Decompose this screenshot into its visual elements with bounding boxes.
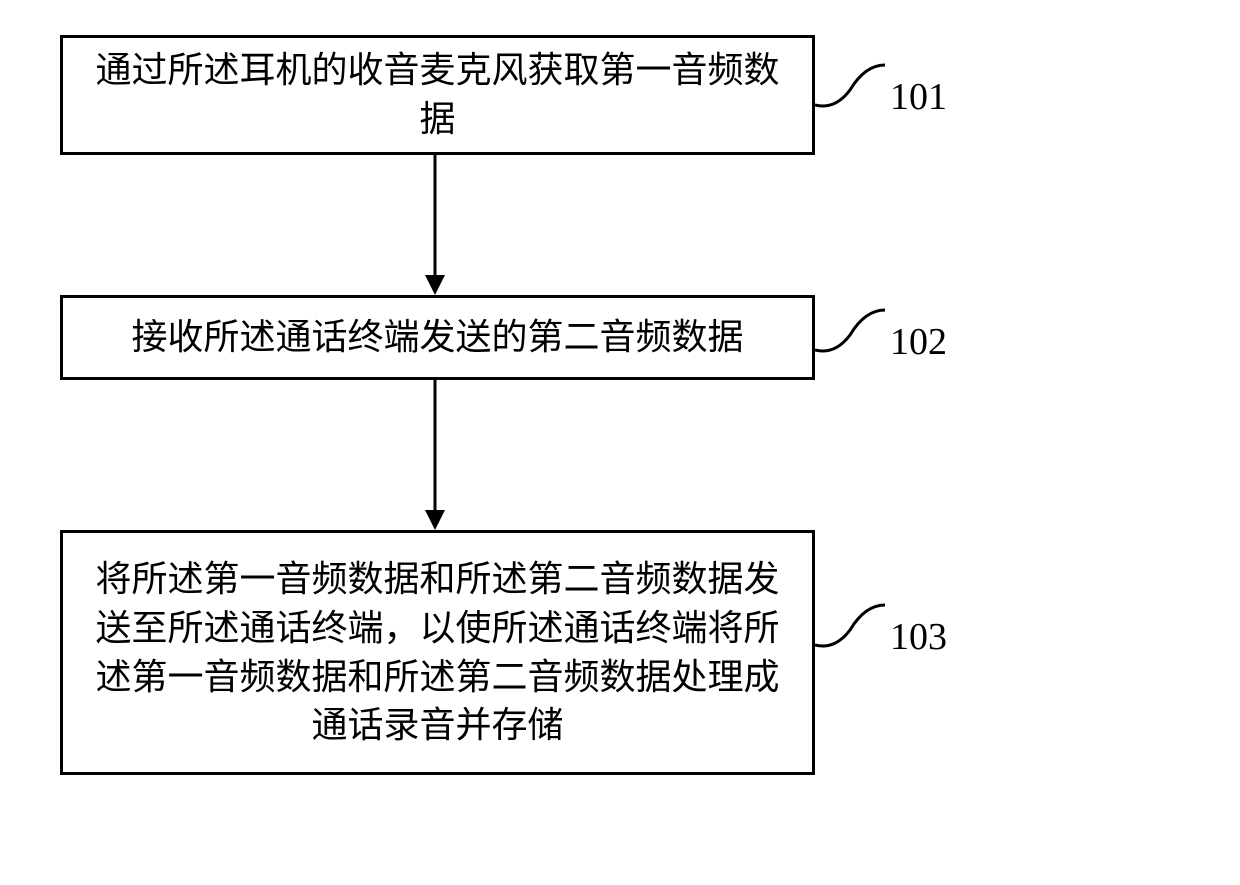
flowchart-container: 通过所述耳机的收音麦克风获取第一音频数据 101 接收所述通话终端发送的第二音频… (0, 20, 1240, 885)
connector-swoosh-3 (815, 595, 890, 655)
flowchart-step-3-text: 将所述第一音频数据和所述第二音频数据发送至所述通话终端，以使所述通话终端将所述第… (83, 555, 792, 749)
flowchart-step-1-text: 通过所述耳机的收音麦克风获取第一音频数据 (83, 46, 792, 143)
flowchart-arrow-1 (420, 155, 450, 300)
connector-swoosh-1 (815, 55, 890, 115)
flowchart-step-2: 接收所述通话终端发送的第二音频数据 (60, 295, 815, 380)
flowchart-step-3: 将所述第一音频数据和所述第二音频数据发送至所述通话终端，以使所述通话终端将所述第… (60, 530, 815, 775)
connector-swoosh-2 (815, 300, 890, 360)
flowchart-arrow-2 (420, 380, 450, 535)
flowchart-step-1: 通过所述耳机的收音麦克风获取第一音频数据 (60, 35, 815, 155)
flowchart-step-2-label: 102 (890, 320, 947, 364)
flowchart-step-3-label: 103 (890, 615, 947, 659)
flowchart-step-2-text: 接收所述通话终端发送的第二音频数据 (131, 313, 743, 362)
flowchart-step-1-label: 101 (890, 75, 947, 119)
